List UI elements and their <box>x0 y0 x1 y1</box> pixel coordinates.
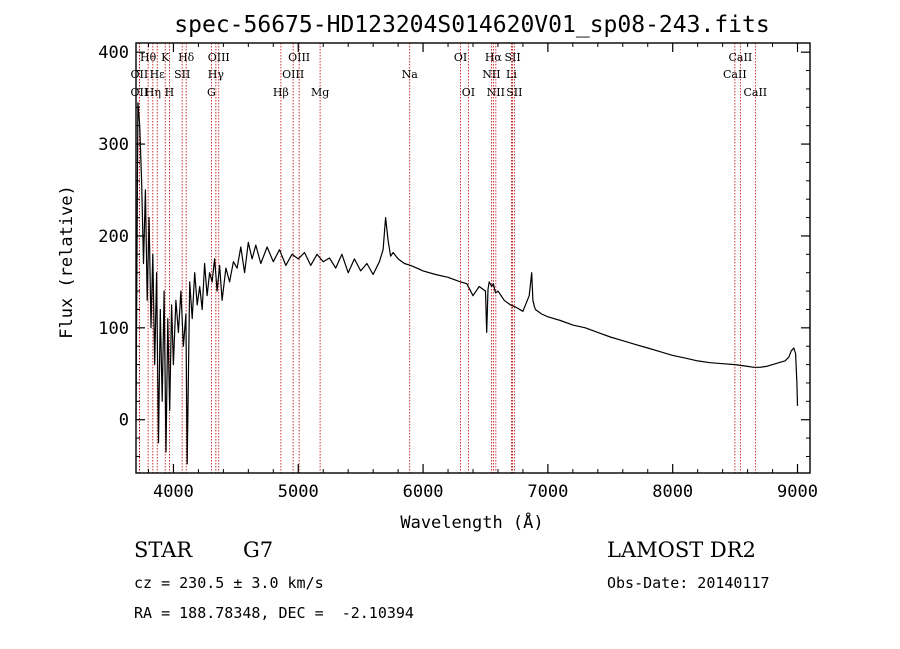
line-marker-label-10: Hγ <box>208 68 225 81</box>
observation-date: Obs-Date: 20140117 <box>607 574 770 592</box>
line-marker-label-27: CaII <box>743 86 767 99</box>
line-marker-label-2: OII <box>131 86 149 99</box>
x-tick-label-4: 8000 <box>652 482 693 502</box>
line-marker-label-23: Li <box>506 68 517 81</box>
spectral-subclass: G7 <box>243 538 274 562</box>
line-marker-label-9: OIII <box>208 51 230 64</box>
line-marker-label-3: Hε <box>150 68 166 81</box>
line-marker-label-15: Mg <box>311 86 329 99</box>
line-marker-label-1: OII <box>131 68 149 81</box>
line-marker-label-7: H <box>165 86 175 99</box>
y-tick-label-2: 200 <box>98 227 129 247</box>
spectrum-line <box>135 102 799 465</box>
spectrum-chart: spec-56675-HD123204S014620V01_sp08-243.f… <box>57 12 818 533</box>
line-marker-label-14: OIII <box>282 68 304 81</box>
line-marker-label-8: Hδ <box>178 51 195 64</box>
line-marker-label-24: SII <box>506 86 522 99</box>
line-marker-label-4: Hη <box>145 86 161 99</box>
coordinates: RA = 188.78348, DEC = -2.10394 <box>134 604 414 622</box>
y-tick-label-3: 300 <box>98 135 129 155</box>
line-marker-label-17: OI <box>454 51 467 64</box>
line-marker-label-22: SII <box>504 51 520 64</box>
line-marker-label-20: NII <box>482 68 500 81</box>
line-marker-label-19: Hα <box>485 51 503 64</box>
x-tick-label-3: 7000 <box>527 482 568 502</box>
line-marker-label-21: NII <box>487 86 505 99</box>
x-tick-label-2: 6000 <box>403 482 444 502</box>
line-marker-label-13: OIII <box>288 51 310 64</box>
line-marker-label-18: OI <box>462 86 475 99</box>
line-markers <box>138 43 756 473</box>
line-marker-label-26: CaII <box>723 68 747 81</box>
y-tick-label-0: 0 <box>119 411 129 431</box>
x-axis: 4000 5000 6000 7000 8000 9000 <box>147 43 818 502</box>
x-tick-label-1: 5000 <box>278 482 319 502</box>
y-tick-label-1: 100 <box>98 319 129 339</box>
y-axis: 0 100 200 300 400 <box>98 43 810 457</box>
survey-name: LAMOST DR2 <box>607 538 756 562</box>
chart-title: spec-56675-HD123204S014620V01_sp08-243.f… <box>174 12 769 38</box>
y-tick-label-4: 400 <box>98 43 129 63</box>
line-marker-label-5: K <box>161 51 170 64</box>
x-axis-label: Wavelength (Å) <box>400 511 543 533</box>
plot-frame <box>135 42 811 474</box>
x-tick-label-0: 4000 <box>153 482 194 502</box>
line-marker-label-16: Na <box>402 68 419 81</box>
line-marker-label-6: SII <box>174 68 190 81</box>
line-marker-label-25: CaII <box>729 51 753 64</box>
object-type: STAR <box>134 538 193 562</box>
line-marker-label-0: Hθ <box>140 51 157 64</box>
x-tick-label-5: 9000 <box>777 482 818 502</box>
redshift-velocity: cz = 230.5 ± 3.0 km/s <box>134 574 324 592</box>
line-marker-label-11: G <box>207 86 216 99</box>
y-axis-label: Flux (relative) <box>57 185 77 339</box>
line-marker-label-12: Hβ <box>273 86 289 99</box>
